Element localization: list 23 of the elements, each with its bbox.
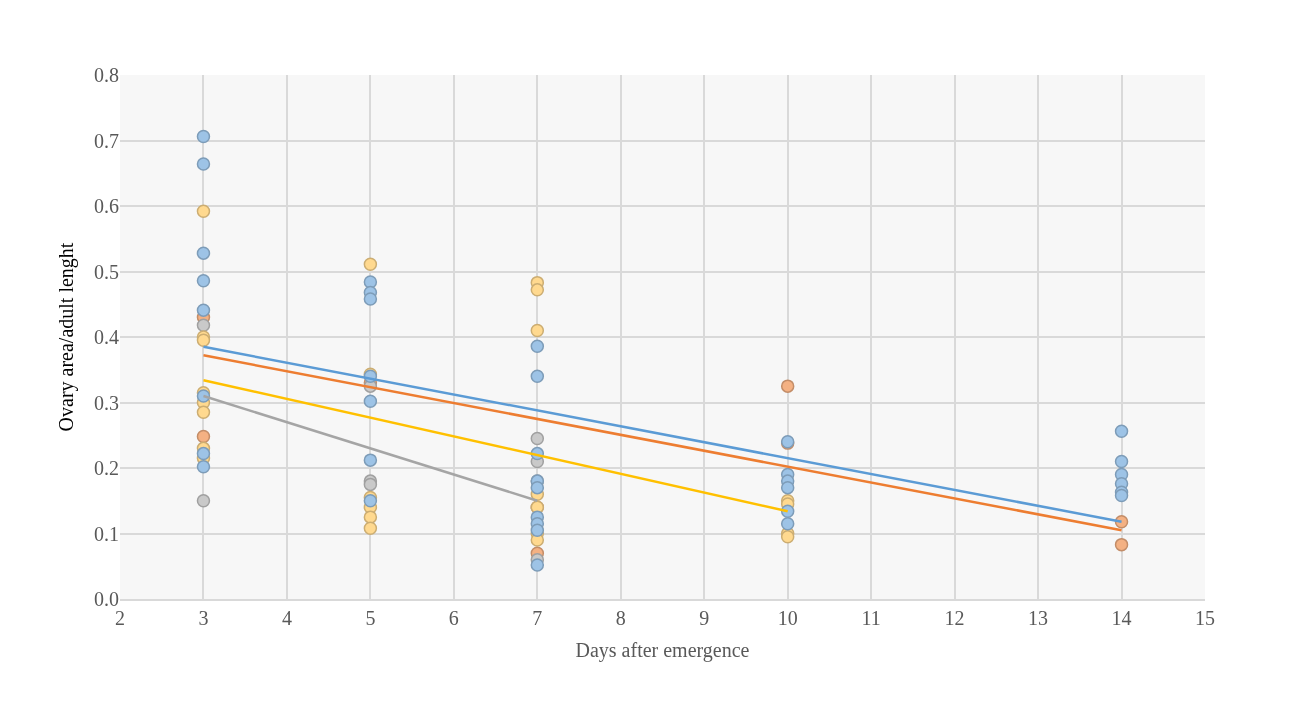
y-tick-label: 0.5 [94, 260, 119, 283]
x-tick-label: 6 [448, 606, 459, 629]
y-tick-label: 0.7 [94, 129, 119, 152]
x-tick-label: 9 [699, 606, 710, 629]
x-tick-label: 14 [1111, 606, 1132, 629]
x-tick-label: 13 [1028, 606, 1049, 629]
x-tick-label: 15 [1195, 606, 1215, 629]
x-axis-title: Days after emergence [575, 638, 750, 662]
y-tick-label: 0.4 [94, 326, 119, 348]
x-tick-label: 8 [615, 606, 626, 629]
y-tick-label: 0.2 [94, 457, 119, 479]
y-tick-label: 0.8 [94, 64, 119, 86]
x-tick-label: 12 [944, 606, 965, 629]
x-tick-label: 7 [532, 606, 543, 629]
y-tick-label: 0.1 [94, 522, 119, 545]
x-tick-label: 3 [198, 606, 209, 629]
y-axis-title: Ovary area/adult lenght [54, 242, 78, 432]
y-tick-label: 0.3 [94, 391, 119, 414]
x-tick-label: 11 [861, 606, 881, 629]
x-tick-label: 10 [777, 606, 798, 629]
x-tick-label: 4 [281, 606, 292, 629]
x-tick-label: 5 [365, 606, 376, 629]
y-tick-label: 0.6 [94, 195, 119, 217]
